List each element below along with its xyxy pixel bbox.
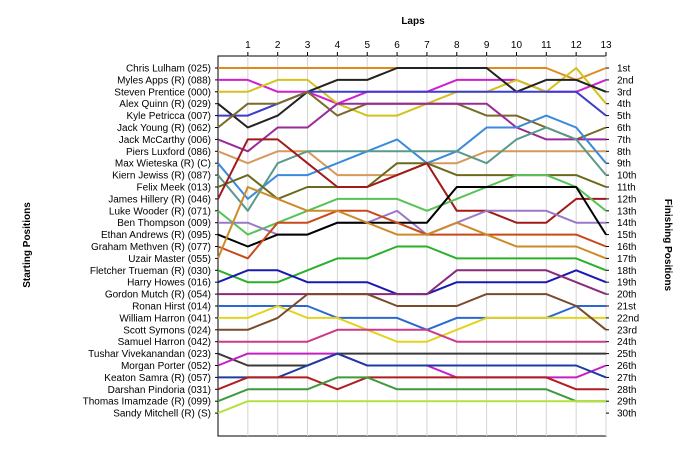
starting-driver-label: Darshan Pindoria (031) <box>108 385 211 396</box>
series-line <box>217 186 607 260</box>
starting-driver-label: Uzair Master (055) <box>128 254 211 265</box>
finishing-position-label: 18th <box>617 266 636 277</box>
x-tick-label: 4 <box>335 40 341 51</box>
starting-driver-label: James Hillery (R) (046) <box>108 194 211 205</box>
finishing-position-label: 30th <box>617 409 636 420</box>
series-line <box>217 245 607 284</box>
series-line <box>217 138 606 224</box>
starting-driver-label: Ben Thompson (009) <box>117 218 211 229</box>
x-tick-label: 8 <box>454 40 460 51</box>
starting-driver-label: Jack McCarthy (006) <box>119 135 211 146</box>
finishing-position-label: 2nd <box>617 75 634 86</box>
starting-driver-label: Scott Symons (024) <box>123 325 211 336</box>
x-tick-label: 9 <box>484 40 490 51</box>
finishing-positions-label: Finishing Positions <box>662 199 673 292</box>
chart-title: Laps <box>401 16 425 27</box>
finishing-position-label: 19th <box>617 278 636 289</box>
starting-driver-label: Myles Apps (R) (088) <box>117 75 211 86</box>
series-line <box>218 293 607 331</box>
x-tick-label: 7 <box>424 40 430 51</box>
starting-driver-label: Thomas Imamzade (R) (099) <box>83 397 211 408</box>
series-line <box>218 305 606 343</box>
finishing-position-label: 4th <box>617 99 631 110</box>
series-line <box>218 352 607 379</box>
plot-area: 1 2 3 4 5 6 7 8 9 10 11 12 131st2nd3rd4th5th6th7th8t… <box>83 40 639 437</box>
starting-driver-label: Max Wieteska (R) (C) <box>115 159 211 170</box>
starting-driver-label: Harry Howes (016) <box>127 278 211 289</box>
x-tick-label: 12 <box>571 40 583 51</box>
finishing-position-label: 28th <box>617 385 636 396</box>
starting-driver-label: Tushar Vivekanandan (023) <box>88 349 211 360</box>
x-tick-label: 3 <box>305 40 311 51</box>
finishing-position-label: 26th <box>617 361 636 372</box>
series-line <box>218 67 607 117</box>
starting-driver-label: Gordon Mutch (R) (054) <box>105 290 211 301</box>
starting-driver-label: Keaton Samra (R) (057) <box>104 373 211 384</box>
starting-driver-label: William Harron (041) <box>119 313 211 324</box>
finishing-position-label: 5th <box>617 111 631 122</box>
finishing-position-label: 27th <box>617 373 636 384</box>
x-tick-label: 13 <box>600 40 612 51</box>
starting-driver-label: Alex Quinn (R) (029) <box>119 99 211 110</box>
finishing-position-label: 20th <box>617 290 636 301</box>
finishing-position-label: 29th <box>617 397 636 408</box>
x-tick-label: 6 <box>394 40 400 51</box>
series-line <box>217 400 606 415</box>
finishing-position-label: 23rd <box>617 325 637 336</box>
finishing-position-label: 1st <box>617 64 631 75</box>
series-line <box>217 209 607 260</box>
finishing-position-label: 3rd <box>617 87 631 98</box>
series-line <box>218 269 607 296</box>
starting-driver-label: Samuel Harron (042) <box>118 337 211 348</box>
finishing-position-label: 25th <box>617 349 636 360</box>
series-line <box>217 376 606 403</box>
x-tick-label: 10 <box>511 40 523 51</box>
finishing-position-label: 15th <box>617 230 636 241</box>
starting-driver-label: Kyle Petricca (007) <box>127 111 211 122</box>
series-line <box>217 67 607 129</box>
series-line <box>217 126 607 212</box>
finishing-position-label: 10th <box>617 171 636 182</box>
starting-driver-label: Jack Young (R) (062) <box>117 123 211 134</box>
finishing-position-label: 22nd <box>617 313 639 324</box>
starting-driver-label: Chris Lulham (025) <box>126 64 211 75</box>
finishing-position-label: 21st <box>617 302 636 313</box>
finishing-position-label: 7th <box>617 135 631 146</box>
series-line <box>217 376 606 391</box>
x-tick-label: 2 <box>275 40 281 51</box>
starting-positions-label: Starting Positions <box>22 202 33 288</box>
finishing-position-label: 12th <box>617 194 636 205</box>
finishing-position-label: 24th <box>617 337 636 348</box>
series-line <box>217 174 607 236</box>
starting-driver-label: Morgan Porter (052) <box>121 361 211 372</box>
starting-driver-label: Ethan Andrews (R) (095) <box>101 230 211 241</box>
starting-driver-label: Graham Methven (R) (077) <box>91 242 211 253</box>
starting-driver-label: Kiern Jewiss (R) (087) <box>112 171 211 182</box>
finishing-position-label: 17th <box>617 254 636 265</box>
series-line <box>217 102 606 153</box>
finishing-position-label: 9th <box>617 159 631 170</box>
starting-driver-label: Piers Luxford (086) <box>126 147 211 158</box>
starting-driver-label: Fletcher Trueman (R) (030) <box>90 266 211 277</box>
series-line <box>217 352 606 367</box>
x-tick-label: 11 <box>541 40 552 51</box>
starting-driver-label: Steven Prentice (000) <box>114 87 211 98</box>
starting-driver-label: Felix Meek (013) <box>137 183 211 194</box>
x-tick-label: 5 <box>364 40 370 51</box>
finishing-position-label: 6th <box>617 123 631 134</box>
finishing-position-label: 14th <box>617 218 636 229</box>
finishing-position-label: 16th <box>617 242 636 253</box>
starting-driver-label: Ronan Hirst (014) <box>132 302 211 313</box>
series-line <box>218 328 606 343</box>
starting-driver-label: Sandy Mitchell (R) (S) <box>113 409 211 420</box>
x-tick-label: 1 <box>245 40 251 51</box>
finishing-position-label: 13th <box>617 206 636 217</box>
finishing-position-label: 11th <box>617 183 636 194</box>
series-line <box>217 186 607 248</box>
finishing-position-label: 8th <box>617 147 631 158</box>
starting-driver-label: Luke Wooder (R) (071) <box>109 206 211 217</box>
